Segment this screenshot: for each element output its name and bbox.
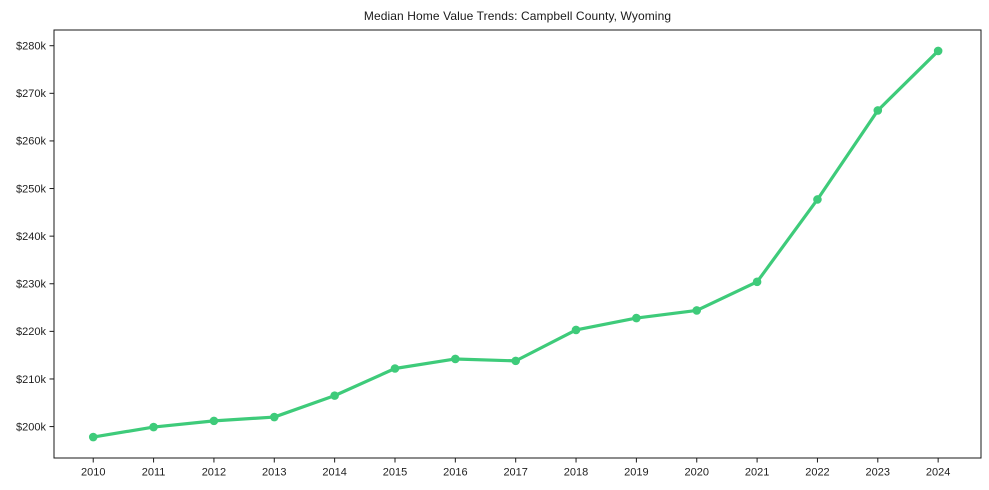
data-point-2020	[692, 306, 702, 315]
x-tick-label: 2017	[503, 467, 527, 479]
y-tick-label: $230k	[16, 279, 46, 291]
x-tick-label: 2022	[805, 467, 829, 479]
x-tick-label: 2018	[564, 467, 588, 479]
chart-title: Median Home Value Trends: Campbell Count…	[363, 9, 672, 23]
y-tick-label: $200k	[16, 421, 46, 433]
data-point-2021	[752, 277, 762, 287]
y-tick-label: $260k	[16, 136, 46, 148]
trend-line	[91, 49, 940, 439]
data-point-2024	[933, 46, 943, 56]
data-point-2017	[511, 356, 520, 366]
data-point-2014	[330, 391, 339, 400]
x-tick-label: 2019	[624, 467, 648, 479]
x-tick-label: 2012	[202, 467, 226, 479]
x-tick-label: 2010	[81, 467, 105, 479]
x-tick-label: 2024	[926, 467, 950, 479]
data-point-2022	[813, 195, 822, 204]
data-point-2023	[873, 106, 883, 115]
y-tick-label: $280k	[16, 41, 46, 53]
data-point-2012	[209, 416, 219, 426]
x-tick-label: 2015	[383, 467, 407, 479]
y-tick-label: $240k	[16, 231, 46, 243]
x-tick-label: 2014	[322, 467, 346, 479]
y-tick-label: $220k	[16, 326, 46, 338]
y-tick-label: $210k	[16, 374, 46, 386]
data-point-2010	[88, 432, 98, 442]
x-tick-label: 2021	[745, 467, 769, 479]
y-tick-label: $250k	[16, 183, 46, 195]
data-point-2016	[451, 354, 460, 364]
x-tick-label: 2011	[142, 467, 166, 479]
data-point-2015	[390, 364, 400, 373]
x-tick-label: 2020	[685, 467, 709, 479]
data-point-2019	[632, 313, 641, 323]
x-tick-label: 2016	[443, 467, 467, 479]
plot-frame	[53, 29, 982, 459]
x-tick-label: 2023	[866, 467, 890, 479]
data-point-2013	[269, 412, 279, 422]
data-point-2011	[149, 422, 158, 432]
x-tick-label: 2013	[262, 467, 286, 479]
y-tick-label: $270k	[16, 88, 46, 100]
data-point-2018	[571, 325, 581, 335]
